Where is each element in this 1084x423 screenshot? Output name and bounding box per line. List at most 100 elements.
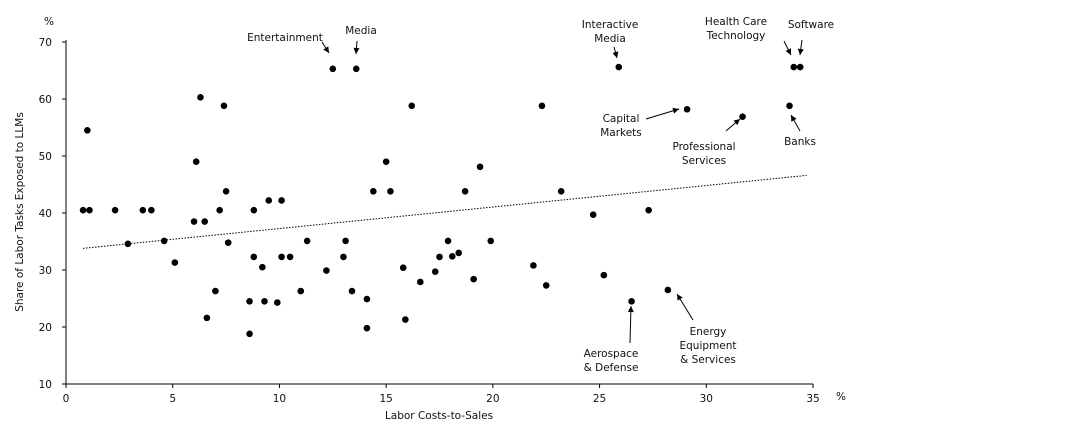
data-point bbox=[449, 253, 456, 260]
annotation-aerospace-defense: Aerospace bbox=[584, 348, 639, 360]
annotation-professional-services: Professional bbox=[672, 141, 735, 153]
data-point bbox=[201, 218, 209, 225]
y-tick-label: 10 bbox=[39, 379, 52, 391]
data-point bbox=[220, 102, 228, 110]
annotation-interactive-media: Media bbox=[594, 33, 626, 45]
x-unit-label: % bbox=[836, 391, 846, 403]
data-point bbox=[476, 163, 484, 171]
data-point bbox=[382, 158, 390, 165]
data-point bbox=[259, 263, 266, 271]
data-point bbox=[222, 188, 230, 195]
data-point bbox=[402, 316, 409, 323]
x-tick-label: 10 bbox=[273, 393, 286, 405]
data-point bbox=[212, 287, 219, 295]
annotation-capital-markets: Markets bbox=[600, 127, 642, 139]
y-tick-label: 70 bbox=[39, 37, 52, 49]
data-point bbox=[340, 253, 347, 261]
data-point bbox=[111, 206, 119, 214]
data-point bbox=[297, 287, 305, 295]
data-point bbox=[246, 298, 253, 305]
data-point bbox=[190, 218, 198, 225]
data-point bbox=[739, 113, 746, 120]
annotation-health-care-technology: Health Care bbox=[705, 16, 767, 28]
x-tick-label: 15 bbox=[379, 393, 392, 405]
data-point bbox=[589, 211, 597, 219]
data-point bbox=[348, 287, 356, 295]
data-point bbox=[197, 93, 204, 101]
y-unit-label: % bbox=[44, 16, 54, 28]
x-tick-label: 25 bbox=[593, 393, 606, 405]
annotation-aerospace-defense: & Defense bbox=[584, 362, 639, 374]
data-point bbox=[273, 299, 281, 306]
x-tick-label: 30 bbox=[700, 393, 713, 405]
x-tick-label: 0 bbox=[63, 393, 70, 405]
data-point bbox=[224, 239, 232, 246]
data-point bbox=[148, 206, 155, 214]
annotation-arrow-aerospace-defense bbox=[629, 305, 632, 344]
annotation-energy-equipment-services: Energy bbox=[690, 326, 727, 338]
data-point bbox=[664, 286, 672, 294]
y-tick-label: 50 bbox=[39, 151, 52, 163]
y-tick-label: 30 bbox=[39, 265, 52, 277]
annotation-arrowhead-capital-markets bbox=[672, 107, 679, 114]
annotation-health-care-technology: Technology bbox=[706, 30, 766, 42]
data-point bbox=[352, 65, 360, 73]
y-tick-label: 20 bbox=[39, 322, 52, 334]
annotation-software: Software bbox=[788, 19, 834, 31]
data-point bbox=[538, 102, 546, 110]
x-axis-title: Labor Costs-to-Sales bbox=[385, 410, 493, 422]
data-point bbox=[139, 206, 147, 214]
annotation-arrowhead-entertainment bbox=[323, 46, 329, 53]
data-point bbox=[216, 206, 223, 214]
annotation-arrowhead-media bbox=[353, 47, 360, 54]
data-point bbox=[246, 330, 253, 338]
data-point bbox=[628, 298, 635, 305]
annotation-arrowhead-interactive-media bbox=[612, 51, 619, 58]
data-point bbox=[600, 271, 608, 279]
data-point bbox=[363, 295, 371, 303]
data-point bbox=[363, 324, 371, 332]
data-point bbox=[796, 63, 804, 71]
data-point bbox=[530, 262, 537, 269]
annotation-energy-equipment-services: Equipment bbox=[680, 340, 737, 352]
data-point bbox=[436, 253, 443, 261]
data-point bbox=[408, 102, 416, 110]
data-point bbox=[786, 102, 793, 110]
data-point bbox=[542, 282, 550, 289]
data-point bbox=[278, 197, 285, 204]
data-point bbox=[487, 237, 495, 245]
data-point bbox=[416, 278, 424, 286]
data-point bbox=[278, 253, 285, 261]
data-point bbox=[303, 237, 311, 245]
data-point bbox=[171, 259, 179, 266]
annotation-arrowhead-energy-equipment-services bbox=[677, 294, 683, 301]
data-point bbox=[790, 63, 798, 71]
data-point bbox=[265, 197, 273, 204]
annotation-capital-markets: Capital bbox=[603, 113, 640, 125]
annotation-arrowhead-professional-services bbox=[733, 119, 740, 126]
data-point bbox=[455, 249, 463, 257]
annotation-banks: Banks bbox=[784, 136, 816, 148]
data-point bbox=[86, 206, 93, 214]
x-tick-label: 20 bbox=[486, 393, 499, 405]
data-point bbox=[250, 206, 258, 214]
x-tick-label: 5 bbox=[169, 393, 176, 405]
data-point bbox=[79, 206, 87, 214]
data-point bbox=[250, 253, 258, 261]
data-point bbox=[329, 65, 337, 73]
y-tick-label: 40 bbox=[39, 208, 52, 220]
data-point bbox=[370, 188, 377, 195]
data-point bbox=[286, 253, 294, 261]
annotation-entertainment: Entertainment bbox=[247, 32, 323, 44]
data-point bbox=[387, 188, 394, 195]
data-point bbox=[683, 105, 691, 113]
data-point bbox=[192, 158, 200, 165]
x-tick-label: 35 bbox=[806, 393, 819, 405]
data-point bbox=[399, 264, 407, 272]
annotation-arrowhead-software bbox=[797, 48, 804, 55]
data-point bbox=[323, 267, 330, 274]
y-tick-label: 60 bbox=[39, 94, 52, 106]
trend-line bbox=[83, 174, 807, 249]
